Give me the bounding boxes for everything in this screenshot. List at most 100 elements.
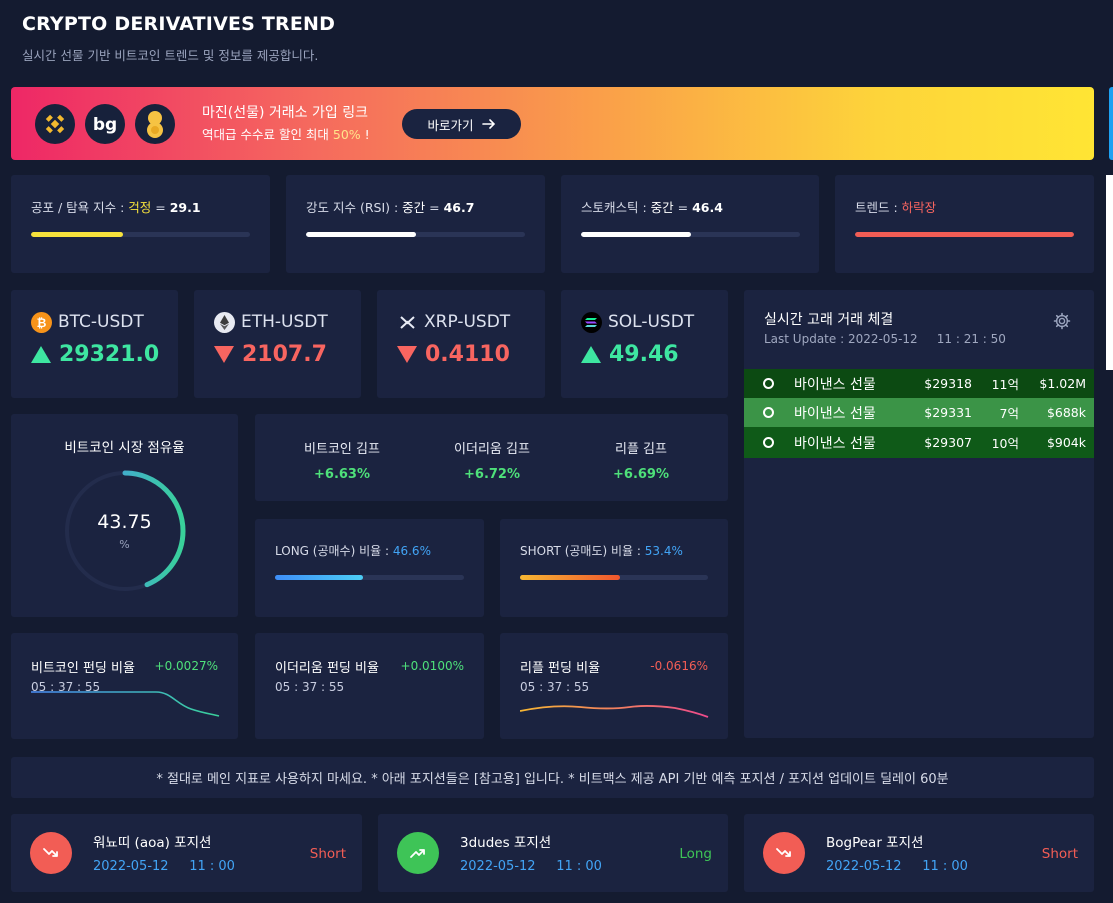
dominance-title: 비트코인 시장 점유율 bbox=[64, 440, 185, 456]
kimchi-premium-card: 비트코인 김프 +6.63% 이더리움 김프 +6.72% 리플 김프 +6.6… bbox=[255, 414, 728, 501]
fear-greed-bar bbox=[31, 232, 250, 237]
trend-bar bbox=[855, 232, 1074, 237]
position-side: Short bbox=[1041, 846, 1078, 862]
rsi-label: 강도 지수 (RSI) : 중간 = 46.7 bbox=[306, 200, 475, 215]
arrow-up-icon bbox=[581, 346, 601, 363]
ticker-xrp[interactable]: XRP-USDT 0.4110 bbox=[377, 290, 545, 398]
eth-funding-sparkline bbox=[275, 705, 463, 707]
funding-title: 리플 펀딩 비율 bbox=[520, 661, 601, 676]
kimp-eth-label: 이더리움 김프 bbox=[454, 442, 530, 457]
xrp-funding-sparkline bbox=[520, 705, 709, 718]
trade-qty: 10억 bbox=[991, 436, 1019, 451]
position-side: Short bbox=[309, 846, 346, 862]
short-ratio-bar bbox=[520, 575, 708, 580]
ticker-eth[interactable]: ETH-USDT 2107.7 bbox=[194, 290, 361, 398]
binance-logo[interactable] bbox=[35, 104, 75, 144]
side-panel-edge bbox=[1106, 175, 1113, 370]
arrow-right-icon bbox=[481, 119, 495, 129]
bitget-logo[interactable]: bg bbox=[85, 104, 125, 144]
funding-title: 이더리움 펀딩 비율 bbox=[275, 661, 379, 676]
trend-label: 트렌드 : 하락장 bbox=[855, 200, 937, 215]
trade-value: $688k bbox=[1046, 405, 1086, 420]
position-name: 3dudes 포지션 bbox=[460, 835, 552, 851]
ticker-price: 49.46 bbox=[581, 342, 679, 367]
ethereum-icon bbox=[214, 312, 235, 333]
ticker-symbol: BTC-USDT bbox=[58, 312, 144, 332]
whale-trades-panel: 실시간 고래 거래 체결 Last Update : 2022-05-12 11… bbox=[744, 290, 1094, 738]
arrow-up-icon bbox=[31, 346, 51, 363]
eth-funding-card: 이더리움 펀딩 비율 +0.0100% 05 : 37 : 55 bbox=[255, 633, 484, 739]
gear-icon[interactable] bbox=[1053, 312, 1071, 330]
trade-exchange: 바이낸스 선물 bbox=[794, 405, 876, 422]
banner-headline: 마진(선물) 거래소 가입 링크 bbox=[202, 105, 368, 121]
ticker-btc[interactable]: ₿ BTC-USDT 29321.0 bbox=[11, 290, 178, 398]
bybit-logo[interactable] bbox=[135, 104, 175, 144]
btc-funding-card: 비트코인 펀딩 비율 +0.0027% 05 : 37 : 55 bbox=[11, 633, 238, 739]
go-button[interactable]: 바로가기 bbox=[402, 109, 521, 139]
position-name: BogPear 포지션 bbox=[826, 835, 924, 851]
trend-down-icon bbox=[763, 832, 805, 874]
page-subtitle: 실시간 선물 기반 비트코인 트렌드 및 정보를 제공합니다. bbox=[22, 48, 319, 63]
banner-subline: 역대급 수수료 할인 최대 50% ! bbox=[202, 127, 370, 142]
arrow-down-icon bbox=[214, 346, 234, 363]
trade-dot-icon bbox=[763, 437, 774, 448]
whale-trade-row[interactable]: 바이낸스 선물 $29307 10억 $904k bbox=[744, 427, 1094, 458]
kimp-xrp-label: 리플 김프 bbox=[615, 442, 667, 457]
ticker-sol[interactable]: SOL-USDT 49.46 bbox=[561, 290, 728, 398]
ticker-price: 29321.0 bbox=[31, 342, 159, 367]
position-side: Long bbox=[679, 846, 712, 862]
short-ratio-card: SHORT (공매도) 비율 : 53.4% bbox=[500, 519, 728, 617]
svg-text:bg: bg bbox=[93, 115, 117, 135]
notice-text: * 절대로 메인 지표로 사용하지 마세요. * 아래 포지션들은 [참고용] … bbox=[156, 772, 949, 787]
position-time: 2022-05-12 11 : 00 bbox=[826, 859, 968, 874]
stochastic-label: 스토캐스틱 : 중간 = 46.4 bbox=[581, 200, 723, 215]
funding-value: +0.0027% bbox=[154, 659, 218, 673]
stochastic-card: 스토캐스틱 : 중간 = 46.4 bbox=[561, 175, 819, 273]
trade-exchange: 바이낸스 선물 bbox=[794, 435, 876, 452]
ticker-symbol: SOL-USDT bbox=[608, 312, 695, 332]
bitcoin-icon: ₿ bbox=[31, 312, 52, 333]
trade-price: $29307 bbox=[924, 435, 972, 450]
trade-exchange: 바이낸스 선물 bbox=[794, 376, 876, 393]
btc-funding-sparkline bbox=[31, 691, 220, 717]
long-ratio-card: LONG (공매수) 비율 : 46.6% bbox=[255, 519, 484, 617]
xrp-icon bbox=[397, 312, 418, 333]
go-button-label: 바로가기 bbox=[427, 117, 474, 133]
btc-dominance-card: 비트코인 시장 점유율 43.75 % bbox=[11, 414, 238, 617]
funding-value: -0.0616% bbox=[650, 659, 708, 673]
kimp-xrp-value: +6.69% bbox=[613, 467, 669, 482]
notice-bar: * 절대로 메인 지표로 사용하지 마세요. * 아래 포지션들은 [참고용] … bbox=[11, 757, 1094, 798]
position-card-bogpear[interactable]: BogPear 포지션 2022-05-12 11 : 00 Short bbox=[744, 814, 1094, 892]
funding-time: 05 : 37 : 55 bbox=[275, 680, 345, 694]
position-card-aoa[interactable]: 워뇨띠 (aoa) 포지션 2022-05-12 11 : 00 Short bbox=[11, 814, 362, 892]
position-time: 2022-05-12 11 : 00 bbox=[460, 859, 602, 874]
funding-time: 05 : 37 : 55 bbox=[520, 680, 590, 694]
arrow-down-icon bbox=[397, 346, 417, 363]
kimp-btc-label: 비트코인 김프 bbox=[304, 442, 380, 457]
trade-value: $1.02M bbox=[1039, 376, 1086, 391]
position-name: 워뇨띠 (aoa) 포지션 bbox=[93, 835, 212, 851]
ticker-price: 2107.7 bbox=[214, 342, 327, 367]
whale-last-update: Last Update : 2022-05-12 11 : 21 : 50 bbox=[764, 332, 1006, 346]
trade-dot-icon bbox=[763, 378, 774, 389]
fear-greed-label: 공포 / 탐욕 지수 : 걱정 = 29.1 bbox=[31, 200, 201, 215]
dominance-value: 43.75 bbox=[97, 511, 152, 533]
position-card-3dudes[interactable]: 3dudes 포지션 2022-05-12 11 : 00 Long bbox=[378, 814, 728, 892]
long-ratio-label: LONG (공매수) 비율 : 46.6% bbox=[275, 544, 431, 558]
trend-up-icon bbox=[397, 832, 439, 874]
kimp-btc-value: +6.63% bbox=[314, 467, 370, 482]
exchange-signup-banner[interactable]: bg 마진(선물) 거래소 가입 링크 역대급 수수료 할인 최대 50% ! … bbox=[11, 87, 1094, 160]
whale-trade-row[interactable]: 바이낸스 선물 $29318 11억 $1.02M bbox=[744, 369, 1094, 398]
whale-trade-row[interactable]: 바이낸스 선물 $29331 7억 $688k bbox=[744, 398, 1094, 427]
ticker-symbol: ETH-USDT bbox=[241, 312, 328, 332]
funding-time: 05 : 37 : 55 bbox=[31, 680, 101, 694]
trade-price: $29318 bbox=[924, 376, 972, 391]
ticker-price: 0.4110 bbox=[397, 342, 510, 367]
banner-edge-decoration bbox=[1109, 87, 1113, 160]
stochastic-bar bbox=[581, 232, 800, 237]
trade-qty: 7억 bbox=[999, 406, 1019, 421]
long-ratio-bar bbox=[275, 575, 464, 580]
kimp-eth-value: +6.72% bbox=[464, 467, 520, 482]
rsi-bar bbox=[306, 232, 525, 237]
whale-title: 실시간 고래 거래 체결 bbox=[764, 312, 894, 328]
